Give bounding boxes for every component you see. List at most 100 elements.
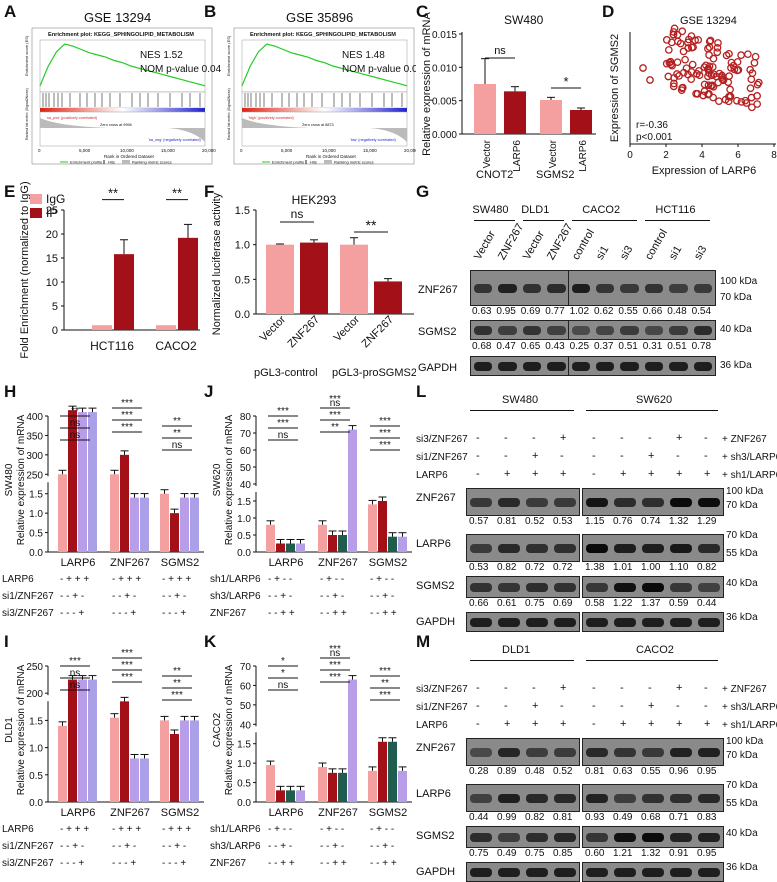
condition-mark: + [676, 432, 683, 444]
band [526, 544, 548, 553]
condition-mark: - [560, 700, 564, 712]
blot-strip [466, 576, 580, 598]
condition-mark: + [532, 718, 539, 730]
sig-label: ** [108, 186, 118, 201]
band [522, 284, 542, 293]
condition-mark: - [620, 682, 624, 694]
lane-label: si3 [691, 243, 710, 262]
x-tick: 20,000 [202, 148, 216, 153]
group-label: CNOT2 [476, 169, 513, 180]
x-tick: 10,000 [322, 148, 336, 153]
band [595, 284, 615, 293]
band [526, 583, 548, 592]
condition-label: sh1/LARP6 [210, 574, 261, 585]
sig-label: ** [173, 666, 181, 677]
x-tick-label: ZNF267 [110, 557, 150, 569]
band [642, 498, 664, 507]
sig-label: *** [121, 648, 133, 659]
y-tick-label: 250 [26, 470, 43, 481]
kda-label: 55 kDa [726, 548, 758, 559]
quant-value: 0.95 [496, 306, 516, 317]
quant-value: 0.96 [669, 766, 689, 777]
bar [276, 543, 285, 552]
y-axis-label-cell: SW480 [4, 463, 15, 496]
y-tick-label: 0.5 [237, 779, 251, 790]
quant-value: 1.38 [585, 562, 605, 573]
x-tick-label: SGMS2 [161, 807, 200, 819]
bar [296, 790, 305, 802]
condition-mark: - [504, 682, 508, 694]
condition-mark: - [476, 700, 480, 712]
cell-line-label: HCT116 [655, 204, 696, 216]
kda-label: 36 kDa [726, 862, 758, 873]
axis-break [44, 695, 52, 702]
sig-label: ns [172, 440, 183, 451]
condition-marks: - + + + [112, 824, 141, 835]
bar [318, 524, 327, 552]
lane-label: Vector [520, 228, 547, 262]
quant-value: 0.76 [613, 516, 633, 527]
y-tick-label: 0.0 [237, 548, 251, 559]
quant-value: 0.66 [642, 306, 663, 317]
condition-marks: - + + + [112, 574, 141, 585]
bar [180, 497, 189, 552]
band [554, 748, 576, 757]
condition-label: ZNF267 [210, 608, 247, 619]
condition-label-right: + sh1/LARP6 [722, 720, 777, 731]
scatter-point [688, 60, 697, 69]
x-tick: 10,000 [120, 148, 134, 153]
condition-label-right: + sh3/LARP6 [722, 452, 777, 463]
x-tick-label: Vector [548, 139, 559, 168]
condition-marks: - - + - [162, 591, 186, 602]
bar [110, 717, 119, 802]
quant-value: 0.72 [553, 562, 573, 573]
band [474, 284, 493, 293]
zero-cross: Zero cross at 9998 [100, 123, 132, 127]
panel-label-l: L [416, 382, 427, 401]
quant-value: 0.82 [497, 562, 517, 573]
blot-strip [582, 862, 724, 882]
scatter-point [681, 55, 689, 64]
bar-0 [474, 84, 496, 134]
x-axis-label: Rank in Ordered Dataset [104, 154, 155, 159]
divider [522, 220, 564, 221]
bar [68, 679, 77, 802]
band [522, 362, 542, 371]
x-tick-label: SGMS2 [161, 557, 200, 569]
scatter-point [706, 36, 715, 45]
quant-value: 0.55 [641, 766, 661, 777]
condition-label: si3/ZNF267 [2, 608, 54, 619]
band [670, 868, 692, 877]
quant-value: 0.82 [697, 562, 717, 573]
kda-label: 36 kDa [720, 360, 752, 371]
band [498, 544, 520, 553]
bar [388, 741, 397, 802]
scatter-point [669, 82, 678, 91]
band [554, 498, 576, 507]
band [526, 618, 548, 627]
quant-value: 0.53 [469, 562, 489, 573]
sig-label: * [563, 74, 568, 89]
legend-text: Ranking metric scores [334, 160, 374, 165]
row-label: GAPDH [418, 362, 458, 374]
x-tick: 15,000 [363, 148, 377, 153]
bar-ip [178, 237, 198, 330]
x-tick-label: CACO2 [155, 339, 197, 353]
condition-label: si1/ZNF267 [2, 591, 54, 602]
condition-mark: + [648, 718, 655, 730]
condition-mark: - [704, 700, 708, 712]
chart-k: 0.0 0.5 1.0 1.5 40 50 60 70 CACO2 Relative expres… [210, 644, 412, 869]
blot-gapdh [567, 356, 716, 376]
y-tick-label: 80 [240, 412, 252, 423]
blot-strip [582, 826, 724, 848]
panel-label-g: G [416, 182, 430, 201]
scatter-point [753, 80, 762, 89]
x-tick: 0 [240, 148, 243, 153]
lane-label: si1 [594, 243, 612, 262]
quant-value: 0.44 [469, 812, 489, 823]
scatter-point [750, 59, 759, 67]
band [470, 498, 492, 507]
sig-label: *** [329, 410, 341, 421]
sig-label: *** [329, 672, 341, 683]
quant-value: 0.49 [613, 812, 633, 823]
